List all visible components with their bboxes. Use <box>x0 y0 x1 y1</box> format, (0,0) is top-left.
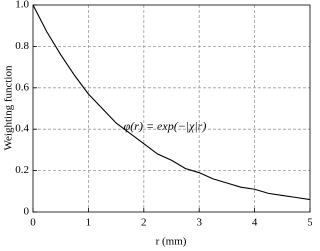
annotation: φ(r) = exp(−|χ|r) <box>124 119 207 133</box>
plot-frame <box>32 4 311 213</box>
line <box>32 4 311 201</box>
chart: Weighting function r (mm) φ(r) = exp(−|χ… <box>3 0 312 248</box>
y-tick-label: 0.4 <box>15 123 29 135</box>
x-tick-label: 4 <box>252 217 258 229</box>
y-tick-label: 0.8 <box>15 40 29 52</box>
x-tick-label: 0 <box>30 217 36 229</box>
x-tick-label: 1 <box>86 217 92 229</box>
x-tick-label: 2 <box>141 217 147 229</box>
y-tick-label: 1.0 <box>15 0 29 11</box>
x-tick-label: 5 <box>307 217 312 229</box>
y-axis-label: Weighting function <box>3 65 15 150</box>
y-tick-label: 0.6 <box>15 81 29 93</box>
y-tick-label: 0.2 <box>15 164 29 176</box>
x-axis-label: r (mm) <box>156 236 187 248</box>
y-tick-label: 0 <box>24 206 30 218</box>
x-tick-label: 3 <box>196 217 202 229</box>
